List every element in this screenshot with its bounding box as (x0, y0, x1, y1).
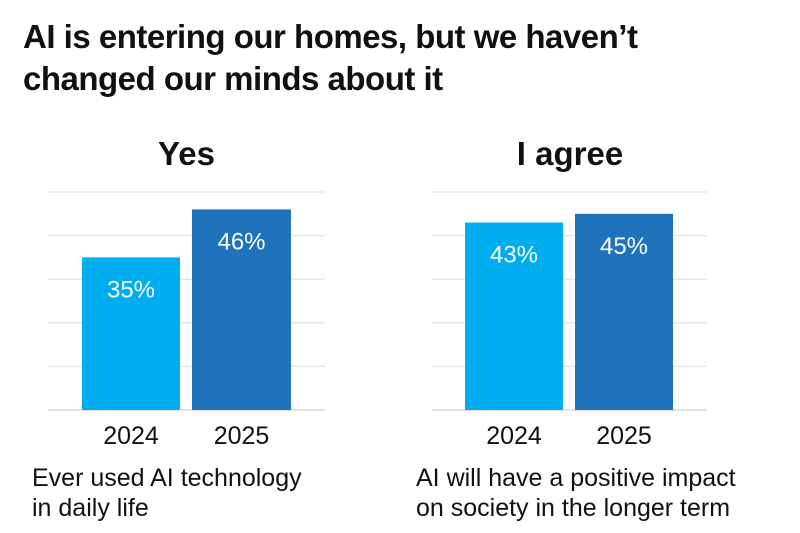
chart-title-line-2: changed our minds about it (23, 60, 443, 97)
right-x-tick-2024: 2024 (486, 422, 542, 450)
chart-title-line-1: AI is entering our homes, but we haven’t (23, 18, 638, 55)
left-caption-line-2: in daily life (32, 494, 149, 522)
right-caption-line-1: AI will have a positive impact (416, 464, 736, 492)
left-data-label-2025: 46% (217, 228, 265, 255)
chart-title: AI is entering our homes, but we haven’t… (23, 16, 783, 100)
right-caption: AI will have a positive impact on societ… (416, 463, 736, 523)
left-x-tick-2025: 2025 (214, 422, 270, 450)
left-data-label-2024: 35% (107, 276, 155, 303)
right-data-label-2024: 43% (490, 242, 538, 269)
right-x-tick-2025: 2025 (596, 422, 652, 450)
left-x-tick-2024: 2024 (103, 422, 159, 450)
right-bar-2024 (465, 222, 563, 410)
left-caption: Ever used AI technology in daily life (32, 463, 302, 523)
right-data-label-2025: 45% (600, 233, 648, 260)
left-bar-2024 (82, 257, 180, 410)
left-bar-2025 (192, 209, 291, 410)
left-caption-line-1: Ever used AI technology (32, 464, 302, 492)
left-panel-title: Yes (158, 135, 215, 172)
right-caption-line-2: on society in the longer term (416, 494, 731, 522)
right-panel-title: I agree (516, 135, 624, 172)
right-bar-2025 (575, 213, 673, 410)
